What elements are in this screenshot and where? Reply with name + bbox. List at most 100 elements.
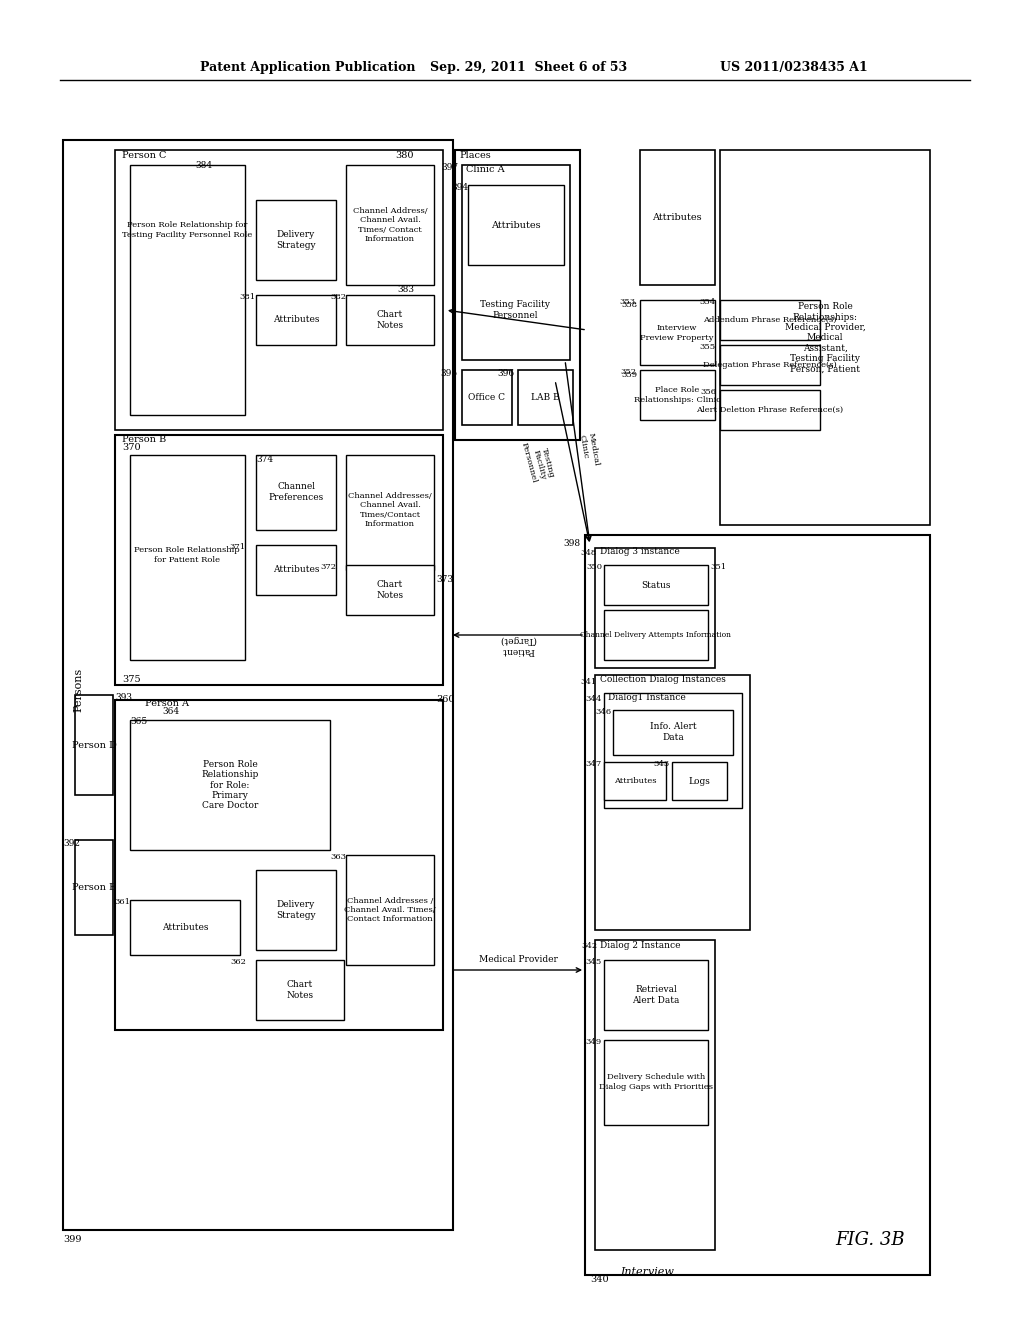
- Bar: [585, 535, 930, 1275]
- Bar: [130, 165, 245, 414]
- Text: Person Role Relationship
for Patient Role: Person Role Relationship for Patient Rol…: [134, 546, 240, 564]
- Text: Dialog 2 Instance: Dialog 2 Instance: [600, 940, 681, 949]
- Text: Person Role Relationship for
Testing Facility Personnel Role: Person Role Relationship for Testing Fac…: [122, 222, 252, 239]
- Text: Attributes: Attributes: [492, 220, 541, 230]
- Bar: [115, 150, 443, 430]
- Bar: [672, 762, 727, 800]
- Text: 397: 397: [441, 164, 458, 173]
- Text: Person Role
Relationships:
Medical Provider,
Medical
Assistant,
Testing Facility: Person Role Relationships: Medical Provi…: [784, 302, 865, 374]
- Bar: [346, 165, 434, 285]
- Text: Chart
Notes: Chart Notes: [377, 581, 403, 599]
- Text: 392: 392: [63, 838, 80, 847]
- Text: Medical Provider: Medical Provider: [478, 956, 557, 965]
- Text: 349: 349: [586, 1038, 602, 1045]
- Bar: [346, 294, 434, 345]
- Text: Delegation Phrase Reference(s): Delegation Phrase Reference(s): [703, 360, 837, 370]
- Bar: [595, 940, 715, 1250]
- Text: FIG. 3B: FIG. 3B: [836, 1232, 905, 1249]
- Text: 362: 362: [230, 958, 246, 966]
- Bar: [130, 719, 330, 850]
- Text: Testing
Facility
Personnel: Testing Facility Personnel: [520, 437, 556, 483]
- Bar: [462, 165, 570, 360]
- Text: Channel Addresses/
Channel Avail.
Times/Contact
Information: Channel Addresses/ Channel Avail. Times/…: [348, 492, 432, 528]
- Text: 344: 344: [586, 696, 602, 704]
- Text: Chart
Notes: Chart Notes: [377, 310, 403, 330]
- Text: 350: 350: [586, 564, 602, 572]
- Bar: [63, 140, 453, 1230]
- Bar: [720, 300, 820, 341]
- Bar: [720, 389, 820, 430]
- Bar: [346, 855, 434, 965]
- Text: 359: 359: [622, 371, 638, 379]
- Text: Collection Dialog Instances: Collection Dialog Instances: [600, 676, 726, 685]
- Text: 380: 380: [395, 152, 414, 161]
- Bar: [130, 455, 245, 660]
- Text: 358: 358: [622, 301, 638, 309]
- Text: 375: 375: [122, 676, 140, 685]
- Text: 353: 353: [620, 298, 636, 306]
- Bar: [346, 455, 434, 570]
- Bar: [75, 840, 113, 935]
- Text: LAB B: LAB B: [530, 392, 559, 401]
- Text: Clinic A: Clinic A: [466, 165, 505, 174]
- Bar: [75, 696, 113, 795]
- Text: 364: 364: [162, 708, 179, 717]
- Bar: [604, 693, 742, 808]
- Text: 355: 355: [699, 343, 716, 351]
- Bar: [468, 185, 564, 265]
- Text: Office C: Office C: [469, 392, 506, 401]
- Text: US 2011/0238435 A1: US 2011/0238435 A1: [720, 62, 867, 74]
- Bar: [720, 150, 930, 525]
- Bar: [613, 710, 733, 755]
- Text: 352: 352: [620, 368, 636, 376]
- Text: Logs: Logs: [688, 776, 710, 785]
- Text: 363: 363: [330, 853, 346, 861]
- Text: 398: 398: [563, 539, 580, 548]
- Bar: [256, 294, 336, 345]
- Text: Delivery
Strategy: Delivery Strategy: [276, 230, 315, 249]
- Bar: [640, 370, 715, 420]
- Text: 371: 371: [229, 543, 246, 550]
- Bar: [604, 960, 708, 1030]
- Bar: [604, 610, 708, 660]
- Text: 351: 351: [710, 564, 726, 572]
- Bar: [640, 150, 715, 285]
- Text: 384: 384: [195, 161, 212, 169]
- Bar: [256, 545, 336, 595]
- Bar: [256, 201, 336, 280]
- Text: 360: 360: [436, 696, 455, 705]
- Text: 340: 340: [590, 1275, 608, 1284]
- Text: Interview
Preview Property: Interview Preview Property: [640, 325, 714, 342]
- Text: Person D: Person D: [72, 741, 117, 750]
- Text: Attributes: Attributes: [272, 315, 319, 325]
- Text: Attributes: Attributes: [272, 565, 319, 574]
- Text: 396: 396: [497, 368, 514, 378]
- Text: Attributes: Attributes: [652, 214, 701, 223]
- Text: 341: 341: [581, 678, 597, 686]
- Text: 347: 347: [586, 760, 602, 768]
- Text: Sep. 29, 2011  Sheet 6 of 53: Sep. 29, 2011 Sheet 6 of 53: [430, 62, 627, 74]
- Bar: [518, 370, 573, 425]
- Text: 348: 348: [581, 549, 597, 557]
- Text: 393: 393: [115, 693, 132, 702]
- Text: Medical
Clinic: Medical Clinic: [578, 432, 601, 469]
- Text: Addendum Phrase Reference(s): Addendum Phrase Reference(s): [703, 315, 837, 323]
- Bar: [115, 436, 443, 685]
- Text: 354: 354: [699, 298, 716, 306]
- Text: Channel
Preferences: Channel Preferences: [268, 482, 324, 502]
- Text: Person B: Person B: [122, 436, 166, 445]
- Text: Retrieval
Alert Data: Retrieval Alert Data: [632, 985, 680, 1005]
- Bar: [256, 455, 336, 531]
- Text: 342: 342: [581, 942, 597, 950]
- Bar: [346, 565, 434, 615]
- Text: Person C: Person C: [122, 152, 166, 161]
- Text: 372: 372: [319, 564, 336, 572]
- Text: Places: Places: [459, 152, 490, 161]
- Text: Attributes: Attributes: [162, 923, 208, 932]
- Bar: [604, 762, 666, 800]
- Text: Attributes: Attributes: [613, 777, 656, 785]
- Bar: [256, 870, 336, 950]
- Text: Patent Application Publication: Patent Application Publication: [200, 62, 416, 74]
- Bar: [604, 1040, 708, 1125]
- Text: Dialog1 Instance: Dialog1 Instance: [608, 693, 686, 701]
